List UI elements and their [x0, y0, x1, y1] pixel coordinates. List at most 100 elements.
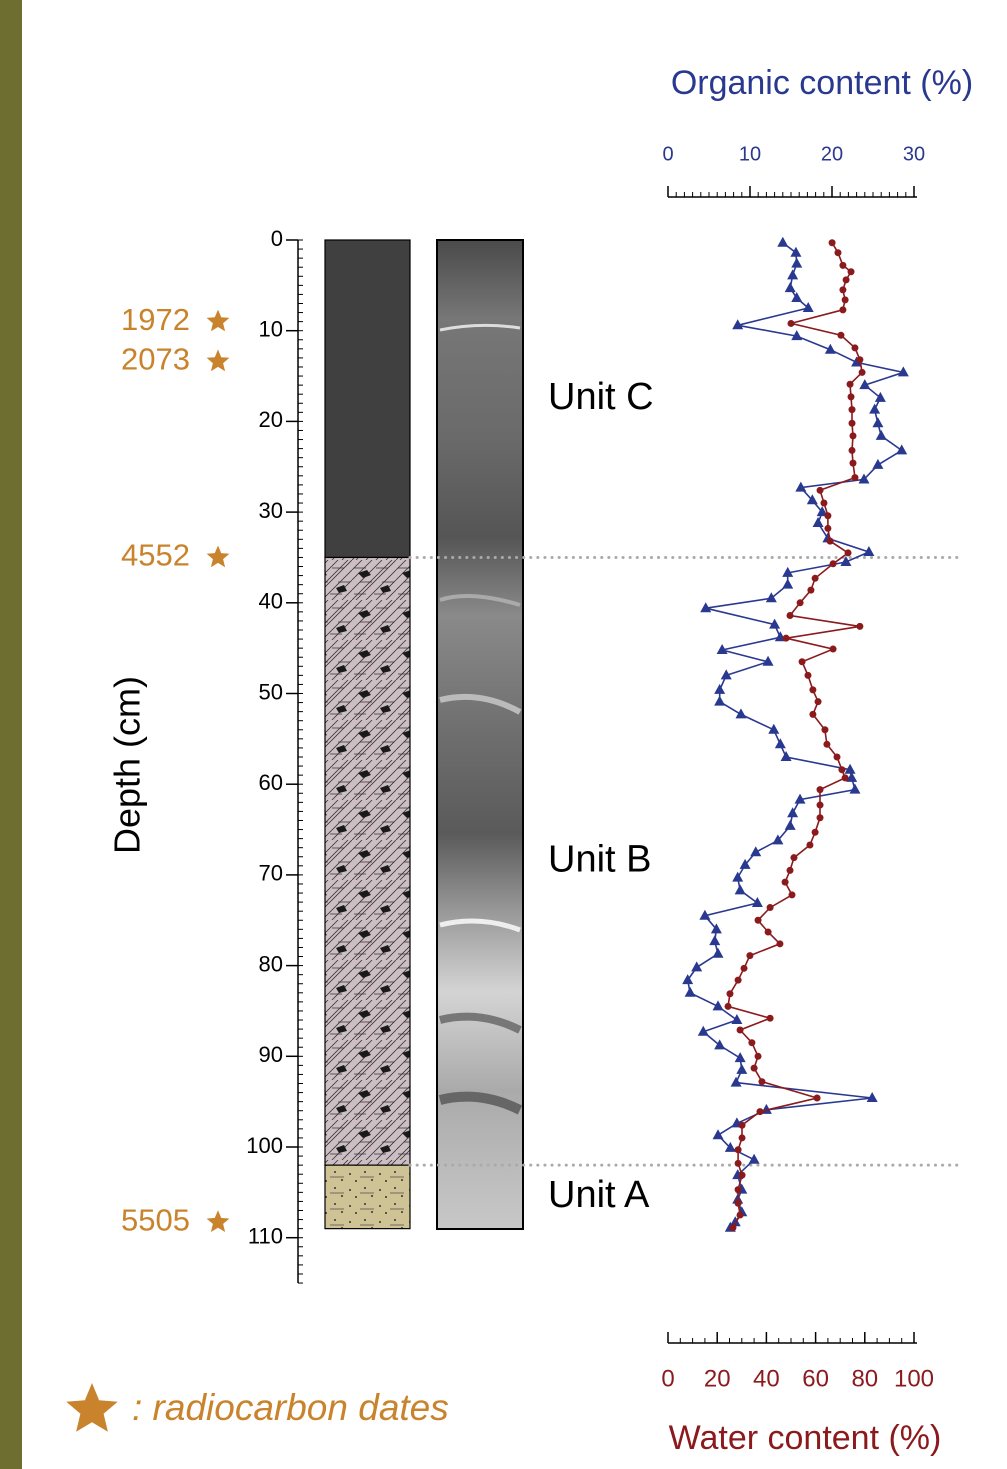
- point: [787, 867, 794, 874]
- point: [735, 1186, 742, 1193]
- side-bar: [0, 0, 22, 1469]
- point: [849, 447, 856, 454]
- point: [735, 708, 746, 718]
- point: [815, 698, 822, 705]
- point: [876, 430, 887, 440]
- point: [848, 268, 855, 275]
- y-tick-label: 110: [248, 1224, 283, 1249]
- point: [735, 1200, 742, 1207]
- point: [709, 935, 720, 945]
- point: [823, 741, 830, 748]
- point: [755, 1053, 762, 1060]
- x-axis-title: Organic content (%): [671, 64, 973, 102]
- point: [856, 623, 863, 630]
- point: [713, 948, 724, 958]
- point: [788, 320, 795, 327]
- point: [735, 1146, 742, 1153]
- point: [847, 381, 854, 388]
- point: [714, 1039, 725, 1049]
- point: [812, 829, 819, 836]
- point: [849, 784, 860, 794]
- point: [849, 460, 856, 467]
- point: [790, 854, 797, 861]
- point: [849, 420, 856, 427]
- point: [872, 459, 883, 469]
- point: [851, 474, 858, 481]
- point: [814, 1095, 821, 1102]
- point: [845, 549, 852, 556]
- point: [787, 612, 794, 619]
- point: [842, 774, 849, 781]
- point: [848, 393, 855, 400]
- y-tick-label: 10: [259, 317, 283, 342]
- point: [790, 247, 801, 257]
- point: [830, 560, 837, 567]
- point: [782, 579, 793, 589]
- point: [896, 444, 907, 454]
- unit-pattern: [325, 1165, 410, 1228]
- x-tick-label: 30: [903, 143, 925, 165]
- point: [837, 332, 844, 339]
- point: [736, 1064, 747, 1074]
- point: [782, 879, 789, 886]
- x-tick-label: 40: [753, 1365, 780, 1392]
- point: [741, 965, 748, 972]
- point: [739, 1172, 746, 1179]
- point: [813, 517, 824, 527]
- point: [839, 286, 846, 293]
- point: [739, 1134, 746, 1141]
- point: [830, 646, 837, 653]
- point: [785, 820, 796, 830]
- point: [787, 269, 798, 279]
- legend-star: [66, 1383, 117, 1432]
- point: [812, 575, 819, 582]
- point: [746, 952, 753, 959]
- point: [817, 786, 824, 793]
- core-photo: [437, 240, 523, 1229]
- point: [758, 1078, 765, 1085]
- figure: Depth (cm) : radiocarbon dates Unit CUni…: [0, 0, 1007, 1469]
- point: [806, 841, 813, 848]
- point: [859, 369, 866, 376]
- point: [804, 672, 811, 679]
- point: [797, 599, 804, 606]
- point: [838, 766, 845, 773]
- point: [732, 872, 743, 882]
- point: [872, 417, 883, 427]
- point: [775, 738, 786, 748]
- y-tick-label: 20: [259, 407, 283, 432]
- y-axis-label: Depth (cm): [107, 676, 148, 854]
- date-label: 5505: [121, 1202, 190, 1237]
- point: [691, 961, 702, 971]
- point: [829, 239, 836, 246]
- point: [824, 512, 831, 519]
- point: [735, 884, 746, 894]
- point: [737, 1212, 744, 1219]
- point: [731, 1014, 742, 1024]
- point: [757, 1108, 764, 1115]
- x-tick-label: 20: [821, 143, 843, 165]
- x-tick-label: 0: [661, 1365, 674, 1392]
- point: [809, 686, 816, 693]
- point: [821, 726, 828, 733]
- date-star: [207, 1210, 230, 1232]
- point: [750, 846, 761, 856]
- y-tick-label: 0: [271, 226, 283, 251]
- unit-label: Unit B: [548, 838, 651, 880]
- point: [685, 987, 696, 997]
- point: [842, 296, 849, 303]
- y-tick-label: 90: [259, 1042, 283, 1067]
- point: [875, 392, 886, 402]
- point: [752, 897, 763, 907]
- y-tick-label: 30: [259, 498, 283, 523]
- date-star: [207, 546, 230, 568]
- point: [856, 356, 863, 363]
- point: [827, 538, 834, 545]
- point: [781, 751, 792, 761]
- point: [739, 1122, 746, 1129]
- date-star: [207, 350, 230, 372]
- date-label: 1972: [121, 302, 190, 337]
- point: [817, 487, 824, 494]
- point: [751, 1065, 758, 1072]
- point: [869, 404, 880, 414]
